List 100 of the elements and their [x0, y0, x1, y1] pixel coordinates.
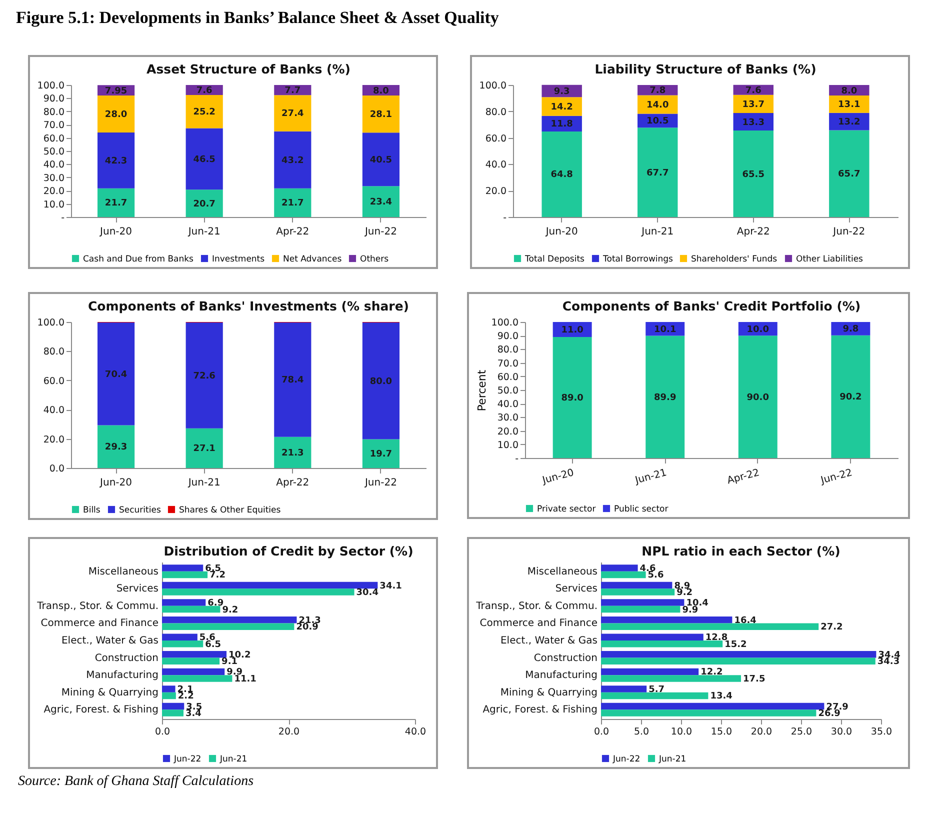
bar — [162, 692, 176, 700]
bar — [274, 322, 312, 437]
bar — [162, 616, 297, 624]
bar — [162, 640, 204, 648]
legend-label: Cash and Due from Banks — [83, 254, 194, 264]
x-tick-label: Jun-22 — [818, 468, 854, 487]
legend-label: Public sector — [614, 504, 669, 514]
bar — [186, 128, 223, 190]
y-tick-label: - — [503, 212, 506, 224]
y-tick-label: Mining & Quarrying — [61, 687, 158, 698]
data-label: 8.0 — [372, 86, 389, 96]
x-tick-label: Jun-21 — [187, 226, 220, 238]
data-label: 20.7 — [193, 199, 216, 210]
y-tick-label: Manufacturing — [525, 670, 598, 682]
bar — [601, 571, 646, 578]
y-tick-label: - — [61, 212, 64, 224]
x-tick-label: Jun-22 — [364, 478, 397, 488]
bar — [829, 112, 870, 130]
y-tick-label: 100.0 — [479, 80, 506, 92]
y-tick-label: 40.0 — [485, 160, 506, 171]
legend-label: Jun-21 — [658, 754, 686, 764]
y-tick-label: 40.0 — [497, 399, 518, 410]
y-tick-label: 90.0 — [43, 94, 64, 105]
bar — [162, 668, 225, 676]
x-tick-label: Jun-20 — [540, 468, 576, 487]
bar — [186, 190, 223, 217]
data-label: 9.2 — [222, 605, 238, 616]
data-label: 17.5 — [743, 674, 766, 684]
y-tick-label: 60.0 — [497, 372, 518, 383]
bar — [829, 96, 870, 113]
data-label: 23.4 — [370, 198, 392, 208]
data-label: 30.4 — [356, 588, 378, 598]
bar — [638, 128, 678, 217]
bar — [162, 710, 184, 716]
bar — [738, 336, 778, 458]
data-label: 19.7 — [370, 450, 392, 460]
bar — [601, 651, 876, 658]
bar — [186, 428, 223, 468]
data-label: 15.2 — [724, 640, 747, 650]
chart-title: Distribution of Credit by Sector (%) — [164, 544, 414, 558]
data-label: 29.3 — [104, 442, 128, 453]
x-tick-label: 20.0 — [278, 726, 300, 738]
x-tick-label: 0.0 — [154, 726, 170, 738]
data-label: 25.2 — [193, 108, 216, 118]
data-label: 9.8 — [842, 324, 859, 335]
y-tick-label: Manufacturing — [86, 670, 158, 682]
data-label: 14.2 — [550, 102, 573, 113]
y-tick-label: 20.0 — [43, 434, 64, 446]
bar — [601, 692, 708, 700]
x-tick-label: Jun-20 — [544, 226, 578, 238]
source-note: Source: Bank of Ghana Staff Calculations — [18, 774, 255, 790]
bar — [646, 336, 685, 458]
bar — [162, 658, 220, 665]
legend-label: Total Borrowings — [602, 254, 674, 264]
data-label: 9.3 — [554, 87, 570, 98]
data-label: 67.7 — [646, 168, 669, 178]
bar — [162, 675, 232, 682]
x-tick-label: Jun-21 — [633, 468, 668, 487]
data-label: 28.1 — [370, 110, 392, 120]
y-tick-label: Elect., Water & Gas — [500, 636, 598, 646]
bar — [601, 658, 876, 665]
bar — [601, 710, 816, 716]
chart-title: Liability Structure of Banks (%) — [594, 62, 816, 76]
legend-label: Jun-21 — [219, 754, 248, 764]
data-label: 28.0 — [104, 110, 128, 120]
data-label: 78.4 — [282, 376, 304, 386]
legend-label: Shares & Other Equities — [179, 506, 282, 516]
bar — [274, 95, 312, 132]
data-label: 21.3 — [282, 448, 304, 458]
legend-label: Jun-22 — [173, 754, 202, 764]
bar — [162, 702, 184, 710]
data-label: 42.3 — [104, 156, 128, 166]
data-label: 5.7 — [648, 685, 665, 695]
data-label: 16.4 — [734, 616, 756, 626]
data-label: 5.6 — [648, 570, 664, 581]
x-tick-label: 35.0 — [870, 726, 892, 738]
x-tick-label: Jun-22 — [364, 226, 397, 238]
x-tick-label: 15.0 — [710, 726, 732, 738]
y-tick-label: 70.0 — [43, 120, 64, 132]
y-tick-label: Services — [555, 584, 598, 595]
y-tick-label: Miscellaneous — [527, 566, 598, 578]
y-tick-label: Agric, Forest. & Fishing — [44, 704, 158, 716]
y-tick-label: 20.0 — [497, 426, 518, 438]
data-label: 64.8 — [550, 170, 573, 180]
bar — [162, 599, 206, 606]
y-tick-label: Commerce and Finance — [40, 618, 158, 630]
bar — [601, 686, 647, 692]
text: Figure 5.1: Developments in Banks’ Balance Sheet & Asset Quality — [16, 8, 500, 28]
bar — [829, 130, 870, 217]
bar — [362, 132, 400, 186]
data-label: 13.2 — [838, 118, 860, 128]
x-tick-label: Apr-22 — [276, 478, 310, 488]
y-tick-label: - — [515, 454, 518, 464]
chart-title: Components of Banks' Credit Portfolio (%) — [562, 298, 861, 314]
y-tick-label: 10.0 — [497, 440, 518, 451]
bar — [733, 130, 774, 217]
bar — [162, 606, 220, 613]
y-tick-label: 30.0 — [43, 172, 64, 184]
data-label: 7.7 — [284, 86, 301, 96]
legend-label: Private sector — [537, 504, 596, 514]
